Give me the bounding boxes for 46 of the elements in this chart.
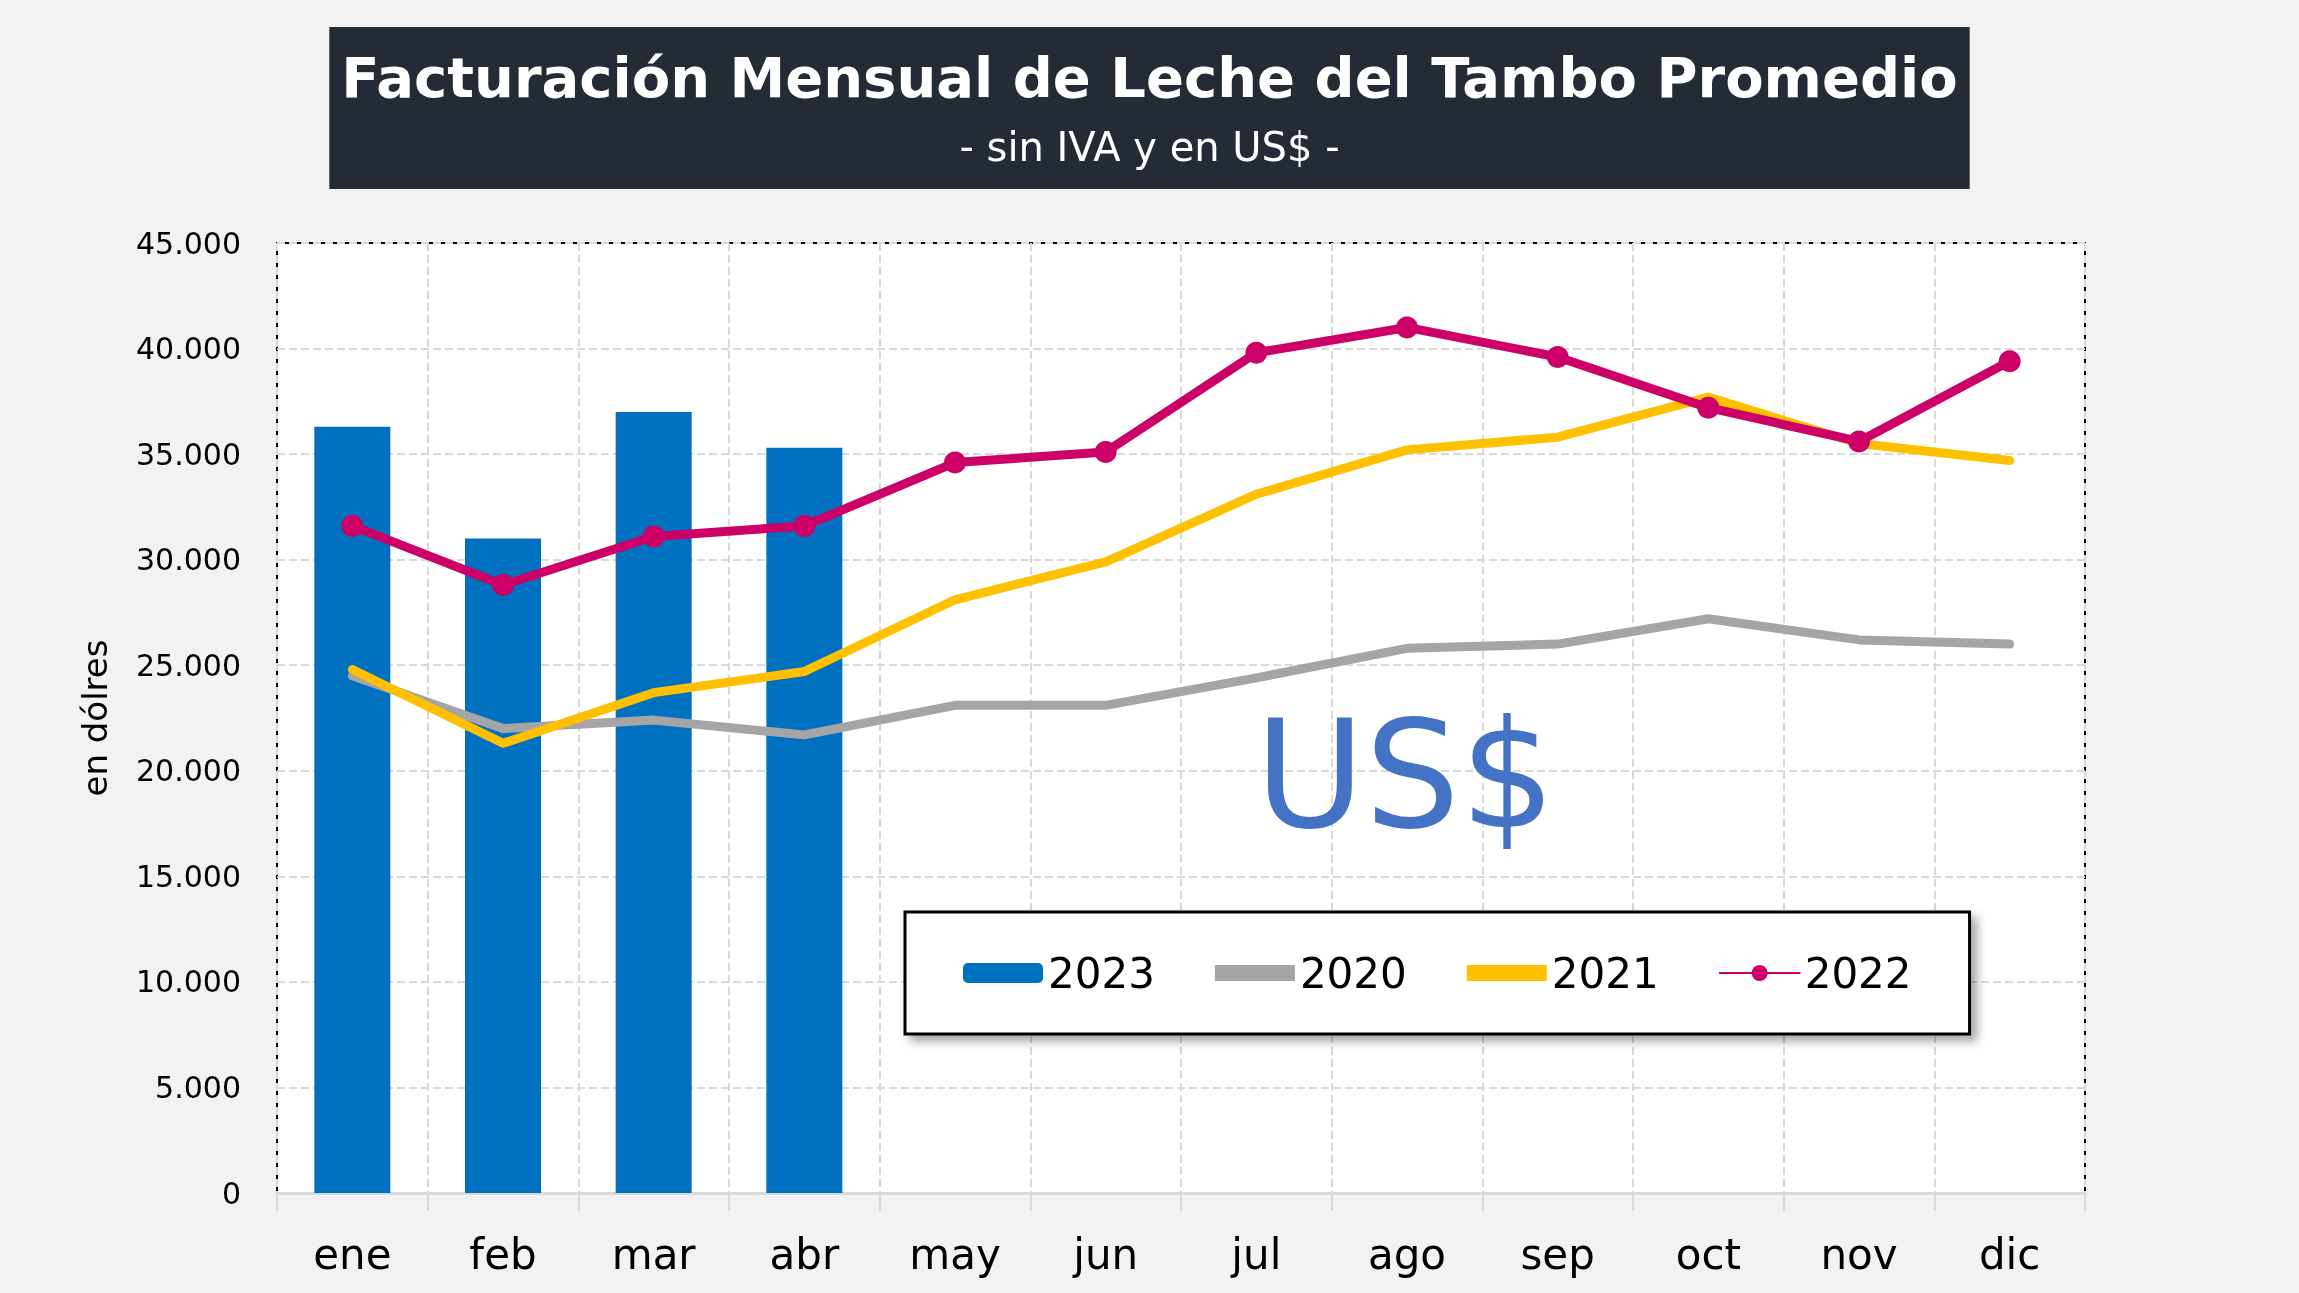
x-tick-label: oct [1675, 1229, 1741, 1279]
x-tick-label: ago [1367, 1229, 1447, 1279]
y-tick-label: 10.000 [136, 964, 241, 1000]
point [1546, 346, 1569, 368]
y-tick-label: 15.000 [136, 858, 241, 894]
x-tick-label: abr [769, 1229, 840, 1279]
x-tick-label: jun [1072, 1229, 1139, 1279]
y-tick-label: 40.000 [136, 331, 241, 367]
x-tick-label: feb [469, 1229, 537, 1279]
legend-label: 2021 [1551, 948, 1659, 998]
legend-label: 2023 [1048, 948, 1155, 998]
bar [314, 426, 391, 1193]
point [1998, 350, 2021, 373]
point [642, 525, 665, 548]
point [793, 514, 816, 537]
legend-label: 2022 [1804, 948, 1912, 998]
chart-subtitle: - sin IVA y en US$ - [959, 124, 1340, 170]
y-tick-label: 0 [221, 1175, 241, 1211]
y-tick-label: 20.000 [136, 753, 241, 789]
x-tick-label: nov [1820, 1229, 1898, 1279]
x-tick-label: may [909, 1229, 1001, 1279]
point [1697, 396, 1720, 419]
y-tick-label: 25.000 [136, 647, 241, 683]
point [341, 514, 364, 537]
x-tick-label: dic [1978, 1229, 2041, 1279]
bar [766, 447, 843, 1193]
point [1094, 441, 1117, 463]
legend-label: 2020 [1299, 948, 1407, 998]
x-tick-label: mar [611, 1229, 697, 1279]
point [944, 451, 966, 474]
y-axis-title: en dólres [75, 639, 115, 797]
point [492, 574, 514, 596]
x-tick-label: jul [1230, 1229, 1282, 1279]
point [1848, 430, 1870, 453]
bar [465, 538, 541, 1193]
annotation: US$ [1255, 688, 1556, 862]
point [1396, 316, 1418, 339]
y-tick-label: 5.000 [155, 1069, 241, 1105]
point [1245, 341, 1268, 364]
y-tick-label: 30.000 [136, 542, 241, 578]
y-tick-label: 35.000 [136, 436, 241, 472]
chart-title: Facturación Mensual de Leche del Tambo Promedio [341, 44, 1958, 110]
bar [615, 411, 692, 1193]
x-tick-label: sep [1520, 1229, 1595, 1279]
y-tick-label: 45.000 [136, 225, 241, 261]
x-tick-label: ene [313, 1229, 392, 1279]
